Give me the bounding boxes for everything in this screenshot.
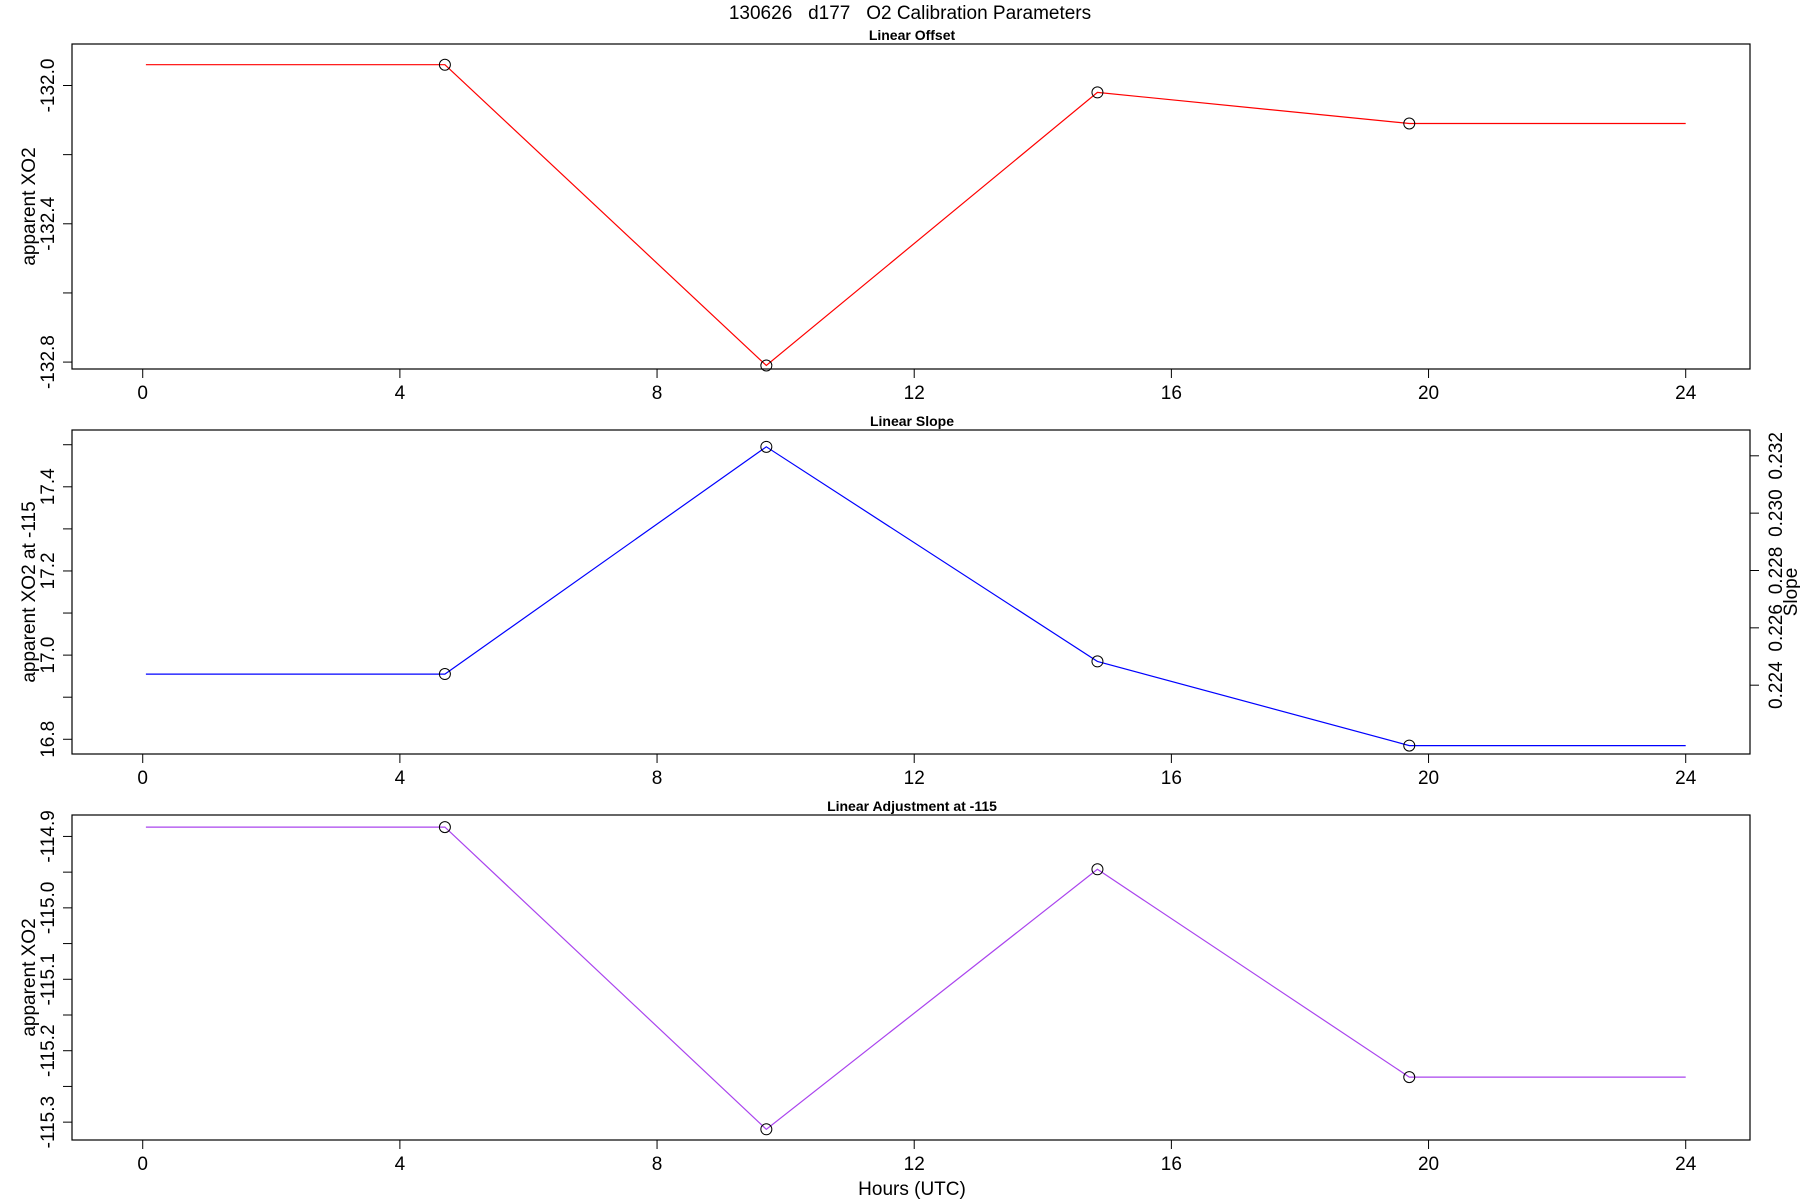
panel-title: Linear Slope [870,413,954,429]
x-tick-label: 24 [1675,383,1697,404]
panel-2: Linear Slope 0 4 8 12 16 20 24 16.8 17.0 17.2 17.4a… [19,413,1800,789]
x-tick-label: 4 [395,383,406,404]
panel-3: Linear Adjustment at -115 0 4 8 12 16 20 24 -115… [19,798,1751,1200]
y2-axis-label: Slope [1781,568,1800,617]
plot-frame [71,429,1751,755]
data-point [438,58,451,71]
y-tick-label: -114.9 [38,810,59,862]
x-tick-label: 4 [395,768,406,789]
x-tick-label: 20 [1418,1154,1439,1175]
panels: Linear Offset 0 4 8 12 16 20 24 -132.8 -132.4 -132… [19,27,1800,1200]
y-tick-label: -115.1 [38,953,59,1005]
y2-tick-label: 0.224 [1766,661,1787,709]
panel-1: Linear Offset 0 4 8 12 16 20 24 -132.8 -132.4 -132… [19,27,1751,404]
y-tick-label: -115.2 [38,1024,59,1076]
figure-title: 130626 d177 O2 Calibration Parameters [729,3,1091,24]
plot-frame [71,814,1751,1141]
y-axis-label: apparent XO2 [19,918,40,1036]
y-tick-label: -132.8 [38,335,59,389]
y2-tick-label: 0.226 [1766,604,1787,652]
x-tick-label: 20 [1418,383,1439,404]
x-tick-label: 8 [652,383,663,404]
y2-tick-label: 0.232 [1766,432,1787,480]
y-tick-label: -132.0 [38,59,59,113]
x-tick-label: 0 [137,768,148,789]
data-point [760,1123,773,1136]
x-tick-label: 24 [1675,768,1697,789]
x-tick-label: 24 [1675,1154,1697,1175]
y-axis-label: apparent XO2 at -115 [19,501,40,682]
data-point [1403,117,1416,130]
data-point [760,440,773,453]
x-tick-label: 12 [904,768,925,789]
y2-tick-label: 0.228 [1766,547,1787,595]
y-tick-label: 17.4 [38,468,59,505]
y-tick-label: -115.3 [38,1096,59,1148]
series-line [145,446,1686,747]
y-axis-label: apparent XO2 [19,147,40,265]
data-point [1091,863,1104,876]
x-tick-label: 12 [904,383,925,404]
series-line [145,64,1686,367]
panel-title: Linear Adjustment at -115 [827,798,997,814]
x-tick-label: 20 [1418,768,1439,789]
x-tick-label: 16 [1161,768,1182,789]
y-tick-label: -115.0 [38,882,59,934]
data-point [438,821,451,834]
data-point [760,359,773,372]
y-tick-label: 17.0 [38,637,59,674]
x-tick-label: 4 [395,1154,406,1175]
x-tick-label: 16 [1161,383,1182,404]
data-point [1403,1071,1416,1084]
plot-frame [71,43,1751,370]
x-tick-label: 0 [137,383,148,404]
data-point [1091,86,1104,99]
x-tick-label: 8 [652,768,663,789]
data-point [438,668,451,681]
x-axis-label: Hours (UTC) [858,1179,966,1200]
x-tick-label: 16 [1161,1154,1182,1175]
y2-tick-label: 0.230 [1766,489,1787,537]
y-tick-label: 16.8 [38,721,59,758]
y-tick-label: -132.4 [38,196,59,250]
data-point [1091,655,1104,668]
series-line [145,826,1686,1131]
panel-title: Linear Offset [869,27,956,43]
y-tick-label: 17.2 [38,552,59,589]
x-tick-label: 8 [652,1154,663,1175]
x-tick-label: 12 [904,1154,925,1175]
data-point [1403,739,1416,752]
x-tick-label: 0 [137,1154,148,1175]
